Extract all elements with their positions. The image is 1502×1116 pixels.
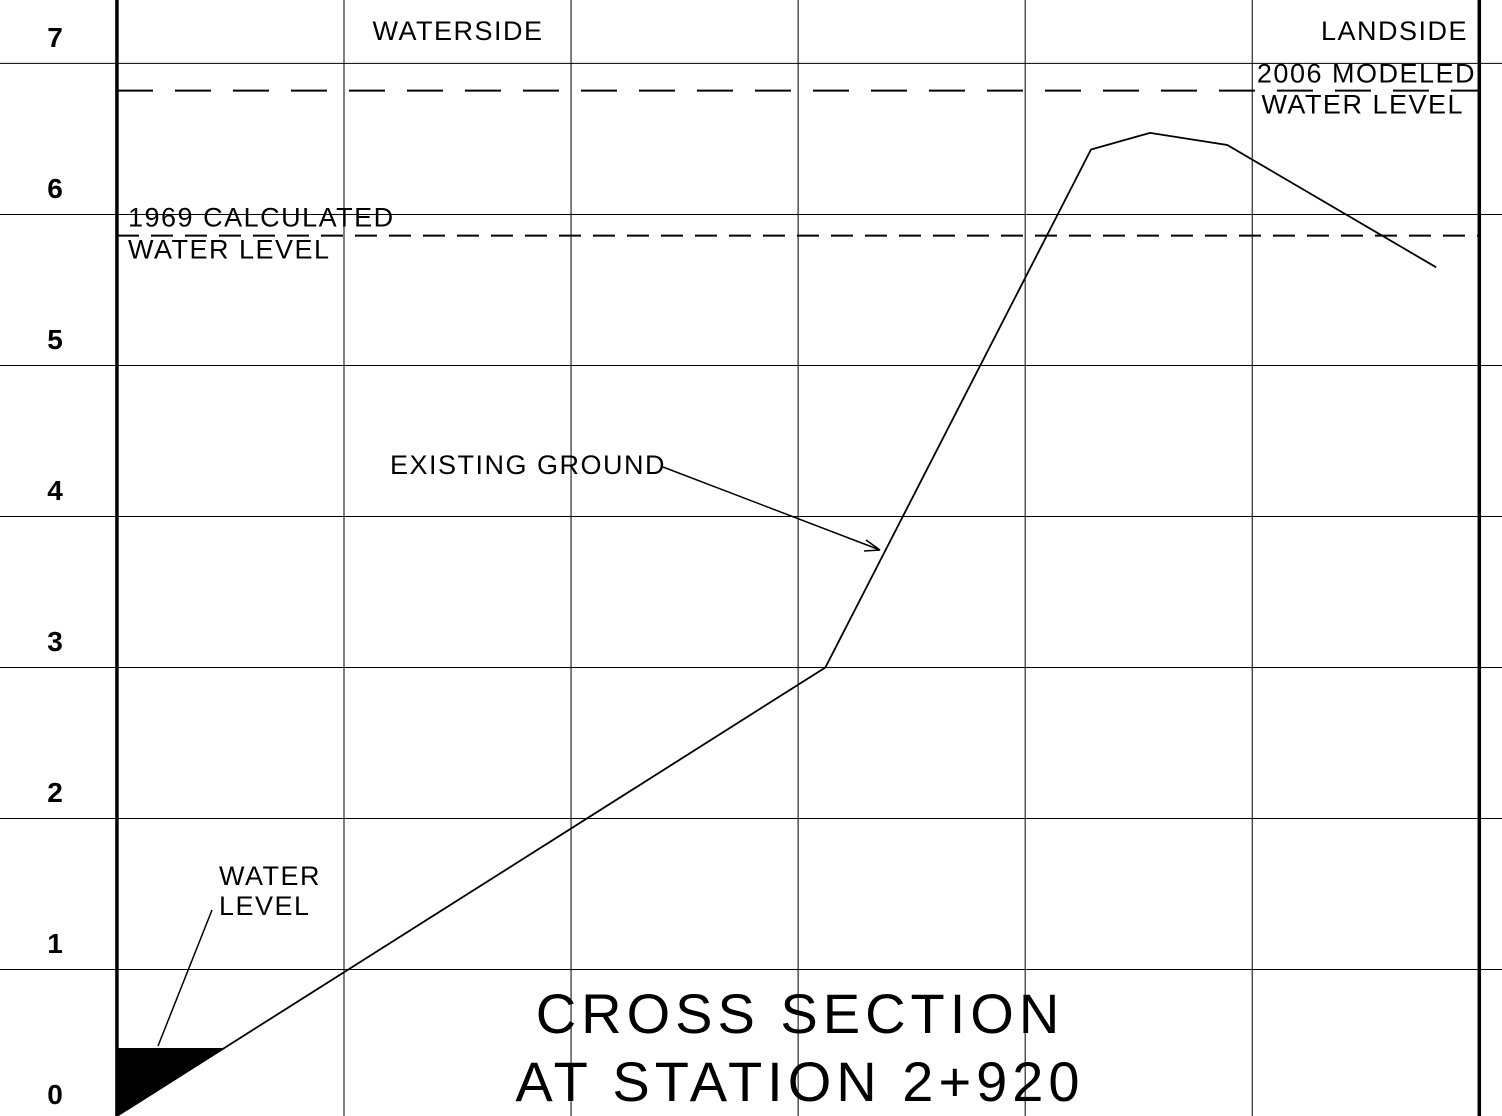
title-line: AT STATION 2+920 <box>515 1050 1084 1113</box>
y-tick-label: 0 <box>47 1079 63 1110</box>
title-line: CROSS SECTION <box>536 982 1065 1045</box>
leader <box>662 466 881 551</box>
leader <box>157 909 213 1047</box>
water-label: LEVEL <box>219 891 311 921</box>
y-tick-label: 4 <box>47 475 63 506</box>
y-tick-label: 3 <box>47 626 63 657</box>
y-tick-label: 2 <box>47 777 63 808</box>
level-label: 1969 CALCULATED <box>128 203 395 233</box>
level-label: 2006 MODELED <box>1257 59 1476 89</box>
ground-line <box>116 131 1437 1116</box>
waterside-label: WATERSIDE <box>372 16 543 46</box>
ground-label: EXISTING GROUND <box>390 450 666 480</box>
level-label: WATER LEVEL <box>1261 90 1464 120</box>
y-tick-label: 1 <box>47 928 63 959</box>
arrow-head <box>863 539 881 552</box>
landside-label: LANDSIDE <box>1321 16 1468 46</box>
y-tick-label: 5 <box>47 324 63 355</box>
y-tick-label: 6 <box>47 173 63 204</box>
water-label: WATER <box>219 861 321 891</box>
level-label: WATER LEVEL <box>128 235 331 265</box>
y-tick-label: 7 <box>47 22 63 53</box>
